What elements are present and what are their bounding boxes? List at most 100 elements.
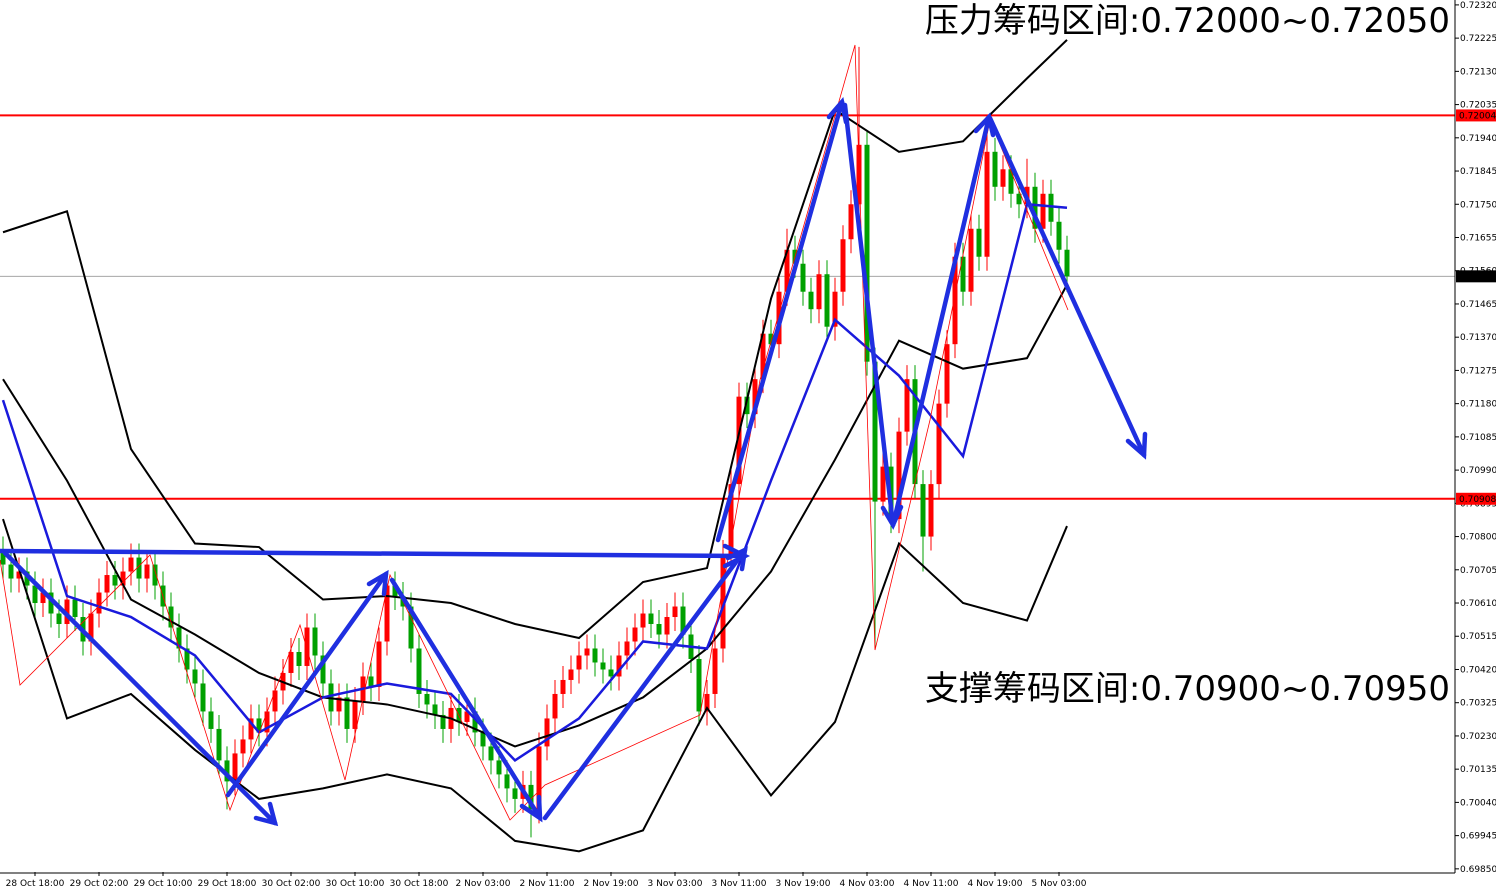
candle-body xyxy=(200,683,206,712)
candle-body xyxy=(456,707,462,722)
candle-body xyxy=(528,784,534,810)
x-tick-label: 4 Nov 03:00 xyxy=(840,879,895,889)
y-tick-label: 0.71940 xyxy=(1460,134,1496,144)
candle-body xyxy=(600,662,606,670)
candle-body xyxy=(816,274,822,310)
candle-body xyxy=(648,613,654,625)
candle-body xyxy=(176,627,182,649)
candle-body xyxy=(992,151,998,187)
candle-body xyxy=(352,700,358,729)
candle-body xyxy=(960,256,966,292)
y-tick-label: 0.70135 xyxy=(1460,765,1496,775)
candle-body xyxy=(568,669,574,680)
x-tick-label: 2 Nov 11:00 xyxy=(520,879,575,889)
indicator-line xyxy=(2,518,1068,853)
candle-body xyxy=(1048,193,1054,222)
candle-body xyxy=(680,606,686,635)
candle-body xyxy=(128,557,134,572)
candle-body xyxy=(152,564,158,586)
candle-body xyxy=(192,669,198,684)
candle-body xyxy=(384,585,390,642)
candle-body xyxy=(296,651,302,666)
y-tick-label: 0.72320 xyxy=(1460,1,1496,11)
candle-body xyxy=(376,641,382,687)
candle-body xyxy=(1040,193,1046,229)
candle-body xyxy=(976,228,982,257)
x-tick-label: 3 Nov 11:00 xyxy=(712,879,767,889)
y-tick-label: 0.72225 xyxy=(1460,34,1496,44)
candle-body xyxy=(768,333,774,345)
candle-body xyxy=(216,728,222,761)
candle-body xyxy=(240,739,246,754)
candle-body xyxy=(1056,221,1062,250)
y-tick-label: 0.70420 xyxy=(1460,665,1496,675)
candle-body xyxy=(0,550,6,565)
y-tick-label: 0.71750 xyxy=(1460,200,1496,210)
price-label: 0.71544 xyxy=(1459,272,1496,282)
y-tick-label: 0.70705 xyxy=(1460,566,1496,576)
candle-body xyxy=(736,396,742,485)
candle-body xyxy=(224,760,230,782)
y-tick-label: 0.72035 xyxy=(1460,101,1496,111)
candle-body xyxy=(136,557,142,579)
y-tick-label: 0.70040 xyxy=(1460,798,1496,808)
indicator-line xyxy=(2,39,1068,640)
candle-body xyxy=(512,788,518,799)
candle-body xyxy=(968,228,974,292)
candle-body xyxy=(368,676,374,687)
candle-body xyxy=(112,575,118,586)
candle-body xyxy=(32,585,38,604)
candle-body xyxy=(320,655,326,684)
candle-body xyxy=(472,711,478,733)
resistance-annotation: 压力筹码区间:0.72000~0.72050 xyxy=(925,1,1450,41)
candle-body xyxy=(984,151,990,257)
price-label-box xyxy=(1456,270,1496,283)
candle-body xyxy=(704,693,710,712)
candle-body xyxy=(1032,186,1038,229)
x-tick-label: 5 Nov 03:00 xyxy=(1032,879,1087,889)
candle-body xyxy=(440,714,446,729)
candle-body xyxy=(752,379,758,415)
trend-arrows xyxy=(0,97,1148,827)
candle-body xyxy=(480,732,486,747)
x-tick-label: 2 Nov 19:00 xyxy=(584,879,639,889)
candle-body xyxy=(832,291,838,327)
y-tick-label: 0.72130 xyxy=(1460,67,1496,77)
candle-body xyxy=(728,484,734,555)
candle-body xyxy=(592,648,598,663)
candle-body xyxy=(1008,169,1014,194)
candle-body xyxy=(896,431,902,520)
candle-body xyxy=(88,613,94,642)
candle-body xyxy=(1000,169,1006,187)
candle-body xyxy=(632,627,638,642)
candle-body xyxy=(784,249,790,292)
x-tick-label: 3 Nov 03:00 xyxy=(648,879,703,889)
candle-body xyxy=(824,274,830,327)
candle-body xyxy=(504,774,510,789)
candle-body xyxy=(144,564,150,579)
candle-body xyxy=(56,613,62,625)
candle-body xyxy=(664,617,670,635)
candle-body xyxy=(560,679,566,694)
candle-body xyxy=(848,204,854,240)
candle-body xyxy=(800,263,806,292)
indicator-line xyxy=(2,284,1068,748)
y-tick-label: 0.71465 xyxy=(1460,300,1496,310)
x-tick-label: 29 Oct 10:00 xyxy=(134,879,193,889)
price-label: 0.72004 xyxy=(1459,111,1496,121)
candle-body xyxy=(840,239,846,292)
candle-body xyxy=(616,655,622,677)
candle-body xyxy=(288,651,294,673)
candle-body xyxy=(208,711,214,729)
candle-body xyxy=(72,599,78,618)
candle-body xyxy=(40,592,46,604)
support-annotation: 支撑筹码区间:0.70900~0.70950 xyxy=(925,669,1450,709)
candle-body xyxy=(712,648,718,694)
price-label: 0.70908 xyxy=(1459,495,1496,505)
candle-body xyxy=(16,571,22,579)
y-tick-label: 0.71085 xyxy=(1460,433,1496,443)
y-tick-label: 0.71275 xyxy=(1460,366,1496,376)
candle-body xyxy=(904,379,910,432)
candle-body xyxy=(312,627,318,656)
candle-body xyxy=(424,693,430,705)
